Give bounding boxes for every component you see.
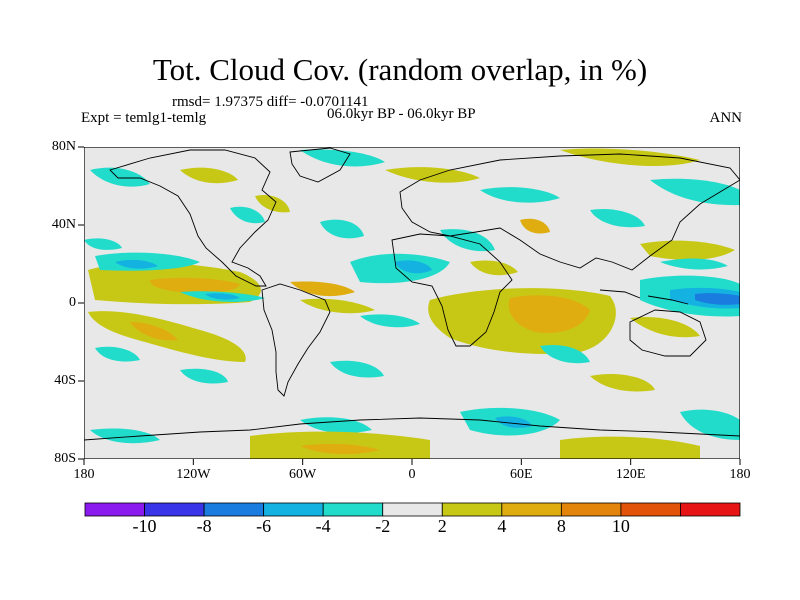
anomaly-blob <box>680 409 740 440</box>
anomaly-blob <box>560 436 700 459</box>
colorbar-swatch <box>144 502 205 517</box>
period-label: 06.0kyr BP - 06.0kyr BP <box>327 106 476 122</box>
anomaly-blob <box>150 277 240 293</box>
colorbar-label: -6 <box>256 516 272 536</box>
colorbar-label: -4 <box>315 516 331 536</box>
lon-label: 180 <box>73 467 95 482</box>
anomaly-blob <box>95 346 140 362</box>
lat-label: 80N <box>51 139 76 154</box>
anomaly-blob <box>320 219 364 239</box>
anomaly-blob <box>395 260 432 274</box>
colorbar-swatch <box>84 502 145 517</box>
anomaly-blob <box>255 194 290 213</box>
anomaly-blob <box>300 298 375 314</box>
anomaly-blob <box>660 258 728 270</box>
colorbar-label: -8 <box>196 516 212 536</box>
colorbar-swatch <box>441 502 503 517</box>
anomaly-blob <box>300 149 385 167</box>
anomaly-blob <box>90 428 160 444</box>
anomaly-blob <box>630 316 700 338</box>
anomaly-blob <box>385 167 480 183</box>
anomaly-blob <box>290 281 355 297</box>
anomaly-blob <box>695 293 740 305</box>
axis-ticks <box>78 146 741 465</box>
colorbar-swatch <box>680 502 741 517</box>
lon-label: 60W <box>289 467 317 482</box>
lon-label: 60E <box>510 467 533 482</box>
coastline-south-america <box>261 283 331 397</box>
anomaly-blob <box>230 206 265 224</box>
experiment-label: Expt = temlg1-temlg <box>81 110 207 126</box>
colorbar-swatch <box>263 502 324 517</box>
lon-label: 120W <box>176 467 211 482</box>
anomaly-blob <box>590 373 655 392</box>
anomaly-blob <box>115 259 158 269</box>
anomaly-blob <box>180 167 238 184</box>
stats-text: rmsd= 1.97375 diff= -0.0701141 <box>172 94 369 110</box>
coastline-eurasia <box>399 153 740 271</box>
anomaly-blob <box>300 417 372 434</box>
coastline-antarctica <box>84 417 740 441</box>
lat-label: 0 <box>69 295 76 310</box>
colorbar-label: 10 <box>611 516 630 536</box>
anomaly-blob <box>300 443 380 455</box>
colorbar-label: -2 <box>375 516 391 536</box>
anomaly-blob <box>84 238 122 250</box>
anomaly-blob <box>650 178 740 206</box>
anomaly-blob <box>360 314 420 328</box>
colorbar-label: 8 <box>556 516 566 536</box>
coastline-greenland <box>289 147 351 183</box>
colorbar-swatch <box>620 502 681 517</box>
colorbar-swatch <box>203 502 265 517</box>
map-title: Tot. Cloud Cov. (random overlap, in %) <box>152 52 648 87</box>
anomaly-blob <box>180 368 228 384</box>
anomaly-blob <box>330 360 384 378</box>
season-label: ANN <box>709 110 743 126</box>
anomaly-blob <box>540 344 590 364</box>
colorbar-swatch <box>322 502 384 517</box>
anomaly-blob <box>350 253 450 284</box>
anomaly-blob <box>205 293 240 300</box>
lon-label: 180 <box>729 467 751 482</box>
anomaly-blob <box>90 167 150 187</box>
map-area <box>84 147 740 459</box>
anomaly-blob <box>480 187 560 203</box>
colorbar-label: 4 <box>497 516 507 536</box>
coastline-indonesia <box>599 289 689 305</box>
coastline-north-america <box>109 149 277 287</box>
lon-label: 0 <box>408 467 416 482</box>
lon-label: 120E <box>615 467 646 482</box>
coastlines <box>84 147 740 441</box>
lat-label: 40N <box>51 217 76 232</box>
anomaly-blob <box>560 148 700 166</box>
coastline-australia <box>629 309 707 357</box>
anomaly-blob <box>590 208 645 228</box>
colorbar-label: 2 <box>437 516 447 536</box>
anomaly-fields <box>84 148 740 459</box>
anomaly-blob <box>495 416 532 428</box>
anomaly-blob <box>508 295 590 334</box>
colorbar-swatch <box>560 502 622 517</box>
colorbar-swatch <box>382 502 443 517</box>
colorbar <box>84 502 741 517</box>
colorbar-label: -10 <box>132 516 157 536</box>
lat-label: 80S <box>54 451 76 466</box>
lat-label: 40S <box>54 373 76 388</box>
anomaly-blob <box>130 322 178 341</box>
coastline-africa <box>391 233 513 347</box>
colorbar-swatch <box>501 502 562 517</box>
anomaly-blob <box>520 218 550 234</box>
